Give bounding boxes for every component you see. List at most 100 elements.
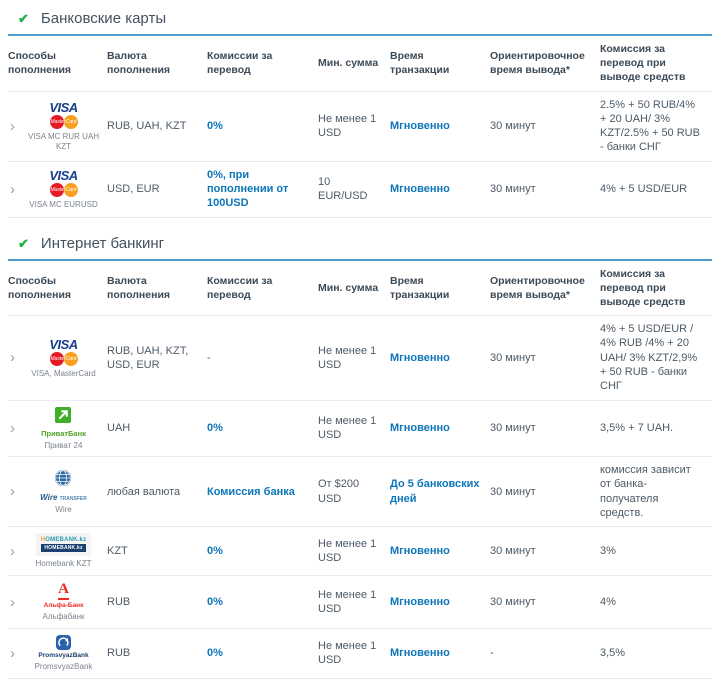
- currency-cell: KZT: [107, 545, 128, 558]
- currency-cell: RUB: [107, 647, 131, 660]
- commission-cell: 0%: [207, 119, 223, 132]
- mastercard-icon: MasterCard: [46, 115, 82, 130]
- payments-table: Способы пополнения Валюта пополнения Комис…: [8, 258, 712, 679]
- expand-chevron-icon[interactable]: ›: [10, 593, 15, 611]
- payment-row[interactable]: › Wire TRANSFER Wire любая валюта Комиссия б…: [8, 457, 712, 528]
- withdrawal-commission-cell: комиссия зависит от банка-получателя сре…: [600, 464, 691, 520]
- payment-row[interactable]: › ПриватБанк Приват 24 UAH 0% Не менее 1 USD М…: [8, 400, 712, 458]
- homebank-logo: HOMEBANK.kz HOMEBANK.kz: [35, 533, 92, 557]
- withdrawal-commission-cell: 4% + 5 USD/EUR / 4% RUB /4% + 20 UAH/ 3%…: [600, 323, 698, 393]
- privat-logo: ПриватБанк: [41, 406, 86, 438]
- withdrawal-time-cell: 30 минут: [490, 485, 536, 498]
- alfabank-icon: А: [57, 580, 69, 603]
- payment-method-caption: VISA MC EURUSD: [29, 199, 98, 209]
- wire-wordmark: Wire TRANSFER: [40, 493, 87, 502]
- payment-method-cell: HOMEBANK.kz HOMEBANK.kz Homebank KZT: [26, 533, 107, 569]
- commission-cell: Комиссия банка: [207, 485, 295, 498]
- alfa-logo: А Альфа-Банк: [43, 580, 84, 610]
- payment-method-caption: VISA, MasterCard: [31, 368, 96, 378]
- min-sum-cell: Не менее 1 USD: [318, 537, 377, 565]
- section-header: ✔ Интернет банкинг: [8, 231, 712, 259]
- transaction-time-cell: Мгновенно: [390, 119, 450, 132]
- payment-row[interactable]: › VISA MasterCard VISA, MasterCard RUB, UAH,…: [8, 316, 712, 401]
- alfabank-letter: А: [58, 580, 69, 597]
- alfabank-wordmark: Альфа-Банк: [43, 602, 84, 610]
- payment-row[interactable]: › PromsvyazBank PromsvyazBank RUB 0% Не менее…: [8, 629, 712, 679]
- column-header: Ориентировочное время вывода*: [490, 274, 585, 301]
- psb-logo: PromsvyazBank: [38, 635, 89, 660]
- expand-chevron-icon[interactable]: ›: [10, 349, 15, 367]
- payment-method-caption: Приват 24: [44, 440, 83, 450]
- payment-method-caption: Wire: [55, 504, 72, 514]
- withdrawal-commission-cell: 4% + 5 USD/EUR: [600, 183, 688, 195]
- column-header: Валюта пополнения: [107, 274, 171, 301]
- section-header: ✔ Банковские карты: [8, 6, 712, 34]
- withdrawal-commission-cell: 2.5% + 50 RUB/4% + 20 UAH/ 3% KZT/2.5% +…: [600, 98, 700, 154]
- withdrawal-time-cell: 30 минут: [490, 183, 536, 195]
- checkmark-icon: ✔: [18, 11, 29, 26]
- commission-cell: 0%: [207, 545, 223, 558]
- column-header: Комиссии за перевод: [207, 274, 273, 301]
- min-sum-cell: 10 EUR/USD: [318, 175, 368, 203]
- min-sum-cell: Не менее 1 USD: [318, 415, 377, 442]
- column-header: Комиссии за перевод: [207, 50, 273, 77]
- payment-row[interactable]: › VISA MasterCard VISA MC RUR UAH KZT RUB, U…: [8, 91, 712, 162]
- withdrawal-commission-cell: 4%: [600, 595, 616, 608]
- mastercard-red-circle-icon: [49, 351, 64, 366]
- min-sum-cell: Не менее 1 USD: [318, 112, 377, 140]
- withdrawal-commission-cell: 3,5%: [600, 647, 626, 660]
- column-header: Комиссия за перевод при выводе средств: [600, 43, 686, 84]
- transaction-time-cell: Мгновенно: [390, 422, 450, 435]
- mastercard-orange-circle-icon: [63, 351, 78, 366]
- payment-row[interactable]: › HOMEBANK.kz HOMEBANK.kz Homebank KZT KZT 0%…: [8, 527, 712, 576]
- payment-method-cell: VISA MasterCard VISA MC EURUSD: [26, 169, 107, 210]
- payments-table: Способы пополнения Валюта пополнения Комис…: [8, 34, 712, 218]
- payment-section: ✔ Интернет банкинг Способы пополнения Валют…: [8, 231, 712, 679]
- expand-chevron-icon[interactable]: ›: [10, 180, 15, 198]
- table-header-row: Способы пополнения Валюта пополнения Комис…: [8, 36, 712, 92]
- privatbank-wordmark: ПриватБанк: [41, 428, 86, 438]
- mastercard-red-circle-icon: [49, 115, 64, 130]
- homebank-wordmark-bottom: HOMEBANK.kz: [41, 544, 86, 553]
- payment-method-cell: Wire TRANSFER Wire: [26, 469, 107, 515]
- withdrawal-time-cell: 30 минут: [490, 545, 536, 558]
- payment-row[interactable]: › VISA MasterCard VISA MC EURUSD USD, EUR 0%,…: [8, 161, 712, 218]
- withdrawal-time-cell: -: [490, 647, 494, 660]
- commission-cell: -: [207, 351, 211, 364]
- column-header: Ориентировочное время вывода*: [490, 50, 585, 77]
- payment-method-cell: VISA MasterCard VISA, MasterCard: [26, 338, 107, 379]
- withdrawal-time-cell: 30 минут: [490, 119, 536, 132]
- payment-method-cell: А Альфа-Банк Альфабанк: [26, 580, 107, 622]
- mastercard-orange-circle-icon: [63, 182, 78, 197]
- min-sum-cell: Не менее 1 USD: [318, 344, 377, 371]
- mastercard-orange-circle-icon: [63, 115, 78, 130]
- expand-chevron-icon[interactable]: ›: [10, 644, 15, 662]
- table-header-row: Способы пополнения Валюта пополнения Комис…: [8, 261, 712, 317]
- mastercard-icon: MasterCard: [46, 182, 82, 197]
- wire-word-transfer: TRANSFER: [59, 495, 87, 502]
- mastercard-wordmark: MasterCard: [50, 355, 77, 362]
- wire-logo: Wire TRANSFER: [40, 469, 87, 502]
- visa-wordmark: VISA: [49, 167, 78, 183]
- payment-row[interactable]: › А Альфа-Банк Альфабанк RUB 0% Не менее 1 USD…: [8, 575, 712, 630]
- visa-wordmark: VISA: [49, 336, 78, 352]
- transaction-time-cell: Мгновенно: [390, 647, 450, 660]
- min-sum-cell: Не менее 1 USD: [318, 588, 377, 616]
- expand-chevron-icon[interactable]: ›: [10, 483, 15, 501]
- expand-chevron-icon[interactable]: ›: [10, 419, 15, 437]
- promsvyazbank-wordmark: PromsvyazBank: [38, 652, 89, 660]
- column-header: Комиссия за перевод при выводе средств: [600, 267, 686, 308]
- expand-chevron-icon[interactable]: ›: [10, 117, 15, 135]
- currency-cell: RUB, UAH, KZT, USD, EUR: [107, 344, 189, 371]
- homebank-icon: HOMEBANK.kz HOMEBANK.kz: [35, 533, 92, 557]
- column-header: Способы пополнения: [8, 50, 72, 77]
- payment-method-caption: Альфабанк: [42, 612, 85, 622]
- expand-chevron-icon[interactable]: ›: [10, 542, 15, 560]
- column-header: Время транзакции: [390, 274, 450, 301]
- transaction-time-cell: Мгновенно: [390, 183, 450, 195]
- section-title: Банковские карты: [40, 10, 167, 27]
- commission-cell: 0%: [207, 422, 223, 435]
- currency-cell: RUB, UAH, KZT: [107, 119, 187, 132]
- transaction-time-cell: Мгновенно: [390, 595, 450, 608]
- commission-cell: 0%, при пополнении от 100USD: [207, 168, 289, 210]
